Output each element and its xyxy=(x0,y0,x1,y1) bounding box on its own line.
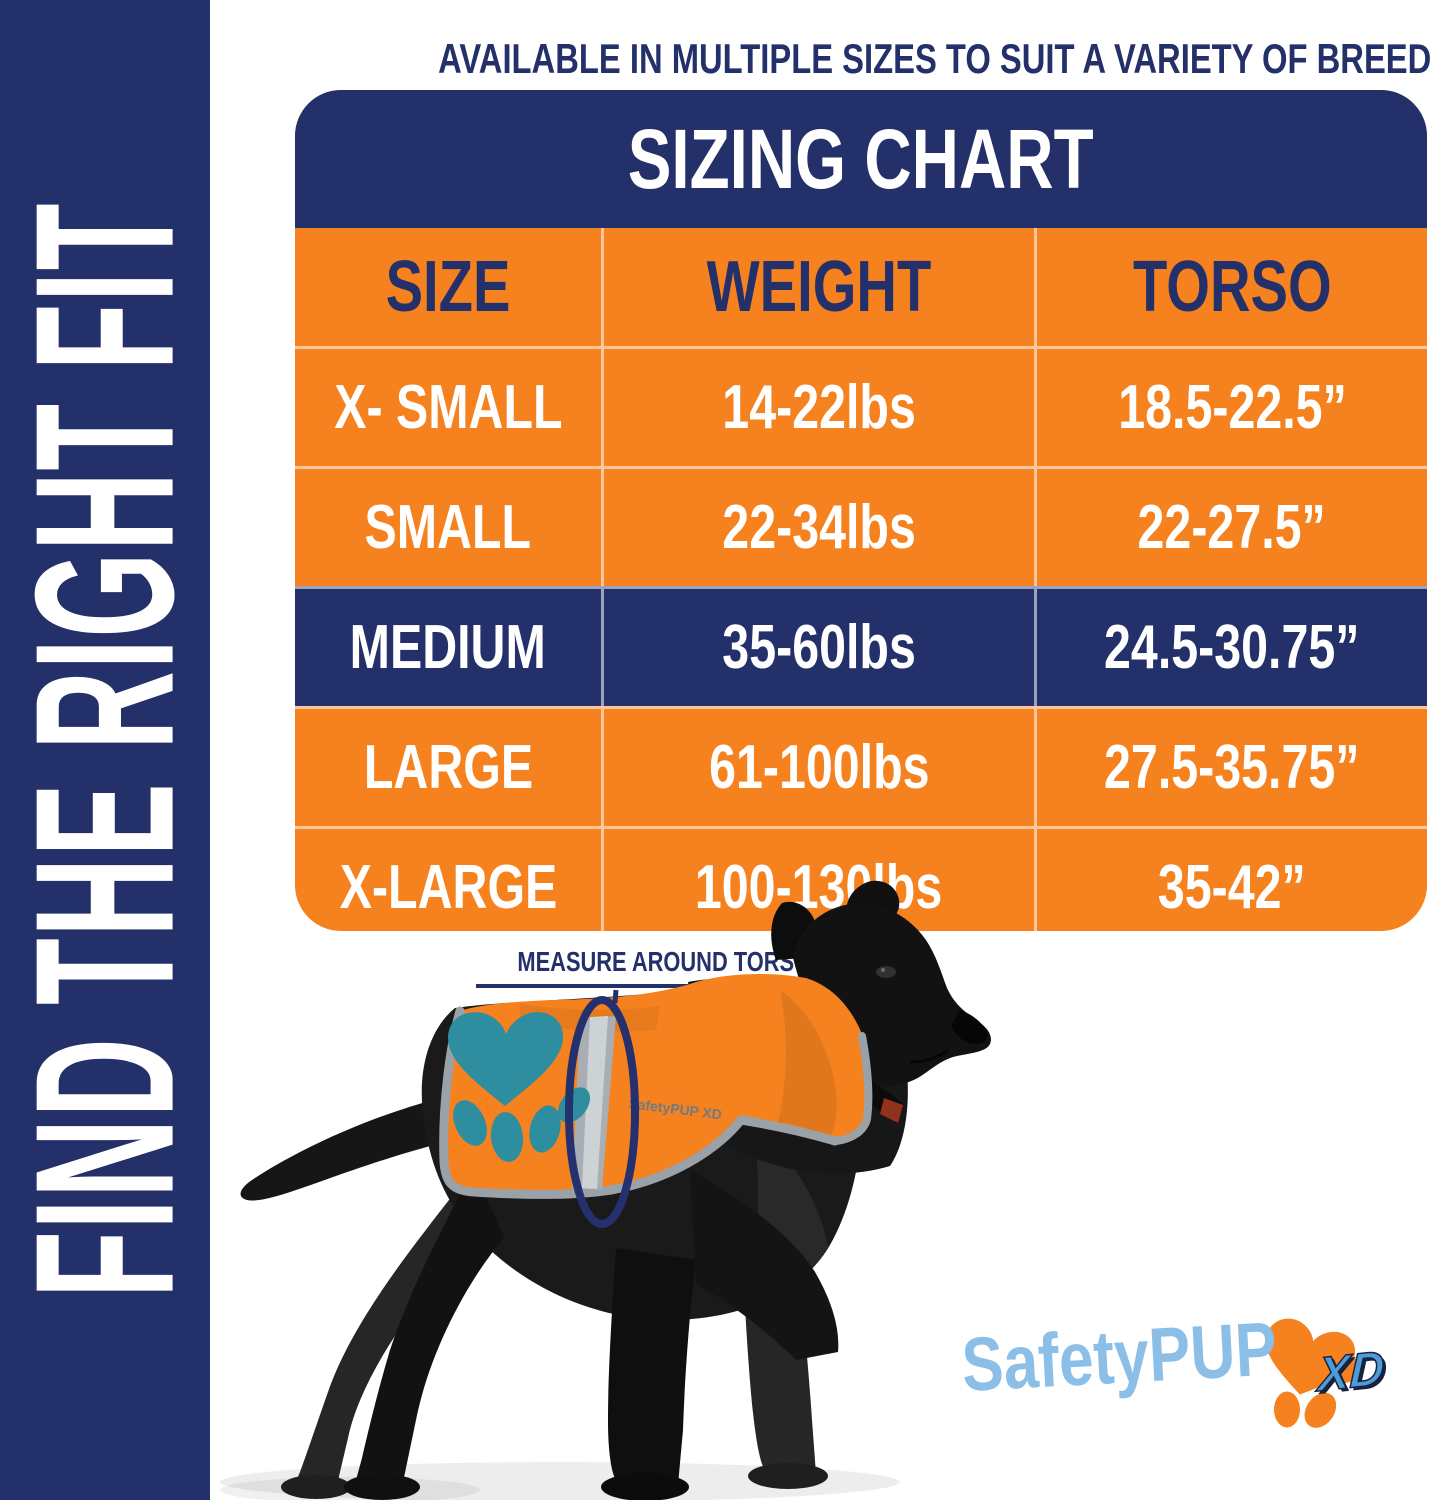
dog-neck xyxy=(688,978,908,1174)
cell-size: X-LARGE xyxy=(295,829,604,931)
dog-back-paw-near xyxy=(344,1474,420,1500)
dog-front-leg-far xyxy=(742,1238,816,1482)
table-row-xlarge: X-LARGE 100-130lbs 35-42” xyxy=(295,826,1427,931)
table-row-xsmall: X- SMALL 14-22lbs 18.5-22.5” xyxy=(295,346,1427,466)
cell-size: X- SMALL xyxy=(295,349,604,466)
measure-annotation-text: MEASURE AROUND TORSO xyxy=(517,946,812,977)
dog-collar xyxy=(845,1070,903,1124)
cell-weight: 22-34lbs xyxy=(604,469,1037,586)
cell-weight: 14-22lbs xyxy=(604,349,1037,466)
vest-trim xyxy=(439,1006,746,1199)
vest-fold-shade2 xyxy=(520,1004,660,1032)
side-banner-headline: FIND THE RIGHT FIT xyxy=(0,202,216,1298)
vest-reflective-stripe-core xyxy=(582,1016,608,1189)
dog-back-leg-far xyxy=(293,1196,462,1495)
cell-size: MEDIUM xyxy=(295,589,604,706)
dog-front-paw-far xyxy=(748,1463,828,1489)
dog-collar-tag xyxy=(880,1098,903,1123)
dog-mouth-line xyxy=(909,1048,949,1064)
cell-size: SMALL xyxy=(295,469,604,586)
measure-ring xyxy=(565,996,639,1228)
dog-eye-glint xyxy=(881,968,885,972)
table-row-medium-highlighted: MEDIUM 35-60lbs 24.5-30.75” xyxy=(295,586,1427,706)
sizing-chart-rows: SIZE WEIGHT TORSO X- SMALL 14-22lbs 18.5… xyxy=(295,228,1427,931)
vest-reflective-stripe xyxy=(572,1016,616,1190)
table-row-small: SMALL 22-34lbs 22-27.5” xyxy=(295,466,1427,586)
cell-weight: 35-60lbs xyxy=(604,589,1037,706)
dog-nose xyxy=(951,1010,988,1044)
sizing-chart-table: SIZING CHART SIZE WEIGHT TORSO X- SMALL … xyxy=(295,90,1427,931)
dog-front-paw-near xyxy=(601,1473,689,1500)
logo-brand-name: SafetyPUP xyxy=(959,1306,1279,1408)
top-heading-text: AVAILABLE IN MULTIPLE SIZES TO SUIT A VA… xyxy=(438,35,1431,82)
measure-annotation: MEASURE AROUND TORSO xyxy=(476,948,811,988)
sizing-chart-title-band: SIZING CHART xyxy=(295,90,1427,228)
cell-torso: 27.5-35.75” xyxy=(1104,732,1360,802)
dog-chest-highlight xyxy=(750,1140,828,1302)
side-banner: FIND THE RIGHT FIT xyxy=(0,0,216,1500)
vest-paw-print xyxy=(448,1012,591,1162)
table-row-large: LARGE 61-100lbs 27.5-35.75” xyxy=(295,706,1427,826)
cell-torso: 35-42” xyxy=(1158,852,1306,922)
dog-back-paw-far xyxy=(281,1475,351,1499)
vest-brand-print: SafetyPUP XD xyxy=(628,1095,723,1122)
ground-shadow xyxy=(220,1462,900,1500)
column-header-torso: TORSO xyxy=(1132,247,1332,327)
cell-torso: 18.5-22.5” xyxy=(1117,372,1347,442)
cell-weight: 100-130lbs xyxy=(604,829,1037,931)
column-header-size: SIZE xyxy=(295,228,604,346)
cell-size: LARGE xyxy=(295,709,604,826)
sizing-chart-title: SIZING CHART xyxy=(628,112,1094,206)
dog-back-leg-near xyxy=(355,1168,504,1492)
dog-eye xyxy=(876,966,896,978)
table-header-row: SIZE WEIGHT TORSO xyxy=(295,228,1427,346)
column-header-weight: WEIGHT xyxy=(604,228,1037,346)
vest-cape xyxy=(443,973,870,1195)
dog-chest xyxy=(690,1170,839,1360)
cell-torso: 24.5-30.75” xyxy=(1104,612,1360,682)
dog-body xyxy=(421,988,863,1320)
dog-tail xyxy=(240,1098,454,1201)
logo-suffix: XD xyxy=(1316,1341,1386,1403)
vest-trim-chest xyxy=(736,1115,840,1146)
vest-fold-shade xyxy=(778,990,837,1138)
vest-trim-neck xyxy=(832,1032,873,1145)
top-heading: AVAILABLE IN MULTIPLE SIZES TO SUIT A VA… xyxy=(295,38,1431,80)
dog-front-leg-near xyxy=(608,1248,696,1491)
cell-weight: 61-100lbs xyxy=(604,709,1037,826)
cell-torso: 22-27.5” xyxy=(1137,492,1327,562)
measure-connector-line xyxy=(612,989,619,1004)
ground-shadow-rear xyxy=(220,1477,480,1500)
